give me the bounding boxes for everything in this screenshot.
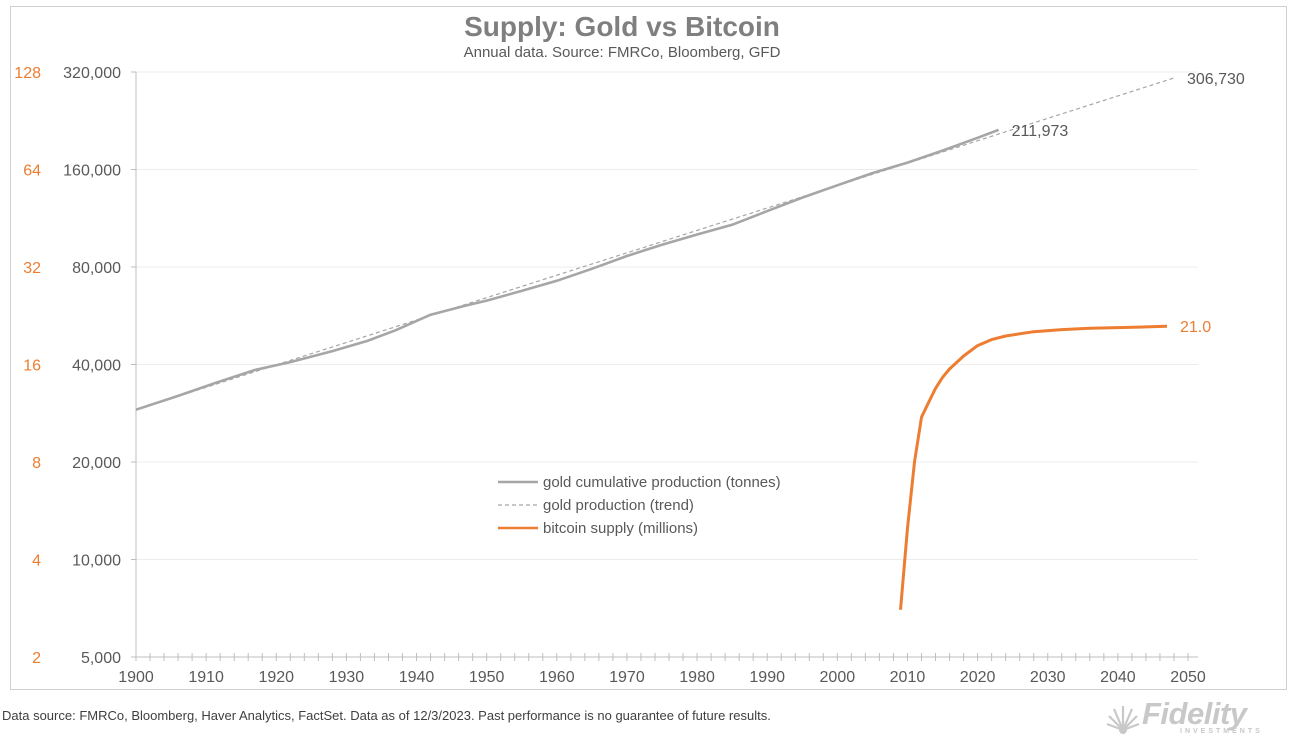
end-label: 306,730	[1187, 71, 1245, 88]
x-tick-label: 2050	[1170, 669, 1206, 686]
gold-cumulative-line	[135, 128, 1000, 411]
x-tick-label: 1950	[469, 669, 505, 686]
y-left-tick-label: 5,000	[81, 650, 121, 667]
x-tick-label: 1920	[258, 669, 294, 686]
y-secondary-tick-label: 16	[23, 358, 41, 375]
y-left-tick-label: 160,000	[63, 163, 121, 180]
y-left-tick-label: 10,000	[72, 553, 121, 570]
y-left-tick-label: 320,000	[63, 65, 121, 82]
x-tick-label: 2020	[960, 669, 996, 686]
legend-entry: gold production (trend)	[543, 497, 694, 514]
legend-entry: bitcoin supply (millions)	[543, 520, 698, 537]
end-label: 21.0	[1180, 319, 1211, 336]
bitcoin-supply-line	[899, 324, 1168, 610]
legend-entry: gold cumulative production (tonnes)	[543, 474, 781, 491]
x-tick-label: 1990	[749, 669, 785, 686]
chart-title: Supply: Gold vs Bitcoin	[464, 11, 780, 42]
x-tick-label: 2000	[820, 669, 856, 686]
y-left-tick-label: 20,000	[72, 455, 121, 472]
x-tick-label: 2030	[1030, 669, 1066, 686]
chart-frame	[10, 6, 1287, 690]
y-secondary-tick-label: 32	[23, 260, 41, 277]
chart-subtitle: Annual data. Source: FMRCo, Bloomberg, G…	[464, 44, 781, 61]
fidelity-starburst-icon	[1106, 706, 1140, 734]
y-secondary-tick-label: 64	[23, 163, 41, 180]
x-tick-label: 1960	[539, 669, 575, 686]
y-secondary-tick-label: 4	[32, 553, 41, 570]
x-tick-label: 1970	[609, 669, 645, 686]
legend: gold cumulative production (tonnes) gold …	[498, 474, 781, 537]
y-secondary-tick-label: 128	[14, 65, 41, 82]
series-layer	[135, 77, 1175, 610]
y-secondary-tick-label: 2	[32, 650, 41, 667]
logo-subtext: INVESTMENTS	[1180, 728, 1263, 735]
x-tick-label: 2040	[1100, 669, 1136, 686]
chart: Supply: Gold vs Bitcoin Annual data. Sou…	[14, 11, 1245, 686]
x-tick-label: 1930	[329, 669, 365, 686]
fidelity-logo: Fidelity INVESTMENTS	[1106, 696, 1291, 736]
x-tick-label: 1910	[188, 669, 224, 686]
x-tick-label: 1900	[118, 669, 154, 686]
x-tick-label: 1940	[399, 669, 435, 686]
x-tick-label: 2010	[890, 669, 926, 686]
axes: 5,000 10,000 20,000 40,000 80,000 160,000 320,…	[14, 65, 1206, 686]
end-label: 211,973	[1012, 123, 1069, 140]
footnote: Data source: FMRCo, Bloomberg, Haver Ana…	[2, 708, 771, 723]
y-secondary-tick-label: 8	[32, 455, 41, 472]
logo-wordmark: Fidelity	[1142, 696, 1247, 731]
y-left-tick-label: 40,000	[72, 358, 121, 375]
y-left-tick-label: 80,000	[72, 260, 121, 277]
x-tick-label: 1980	[679, 669, 715, 686]
end-labels: 306,730 211,973 21.0	[1012, 71, 1245, 336]
grid	[136, 71, 1198, 560]
